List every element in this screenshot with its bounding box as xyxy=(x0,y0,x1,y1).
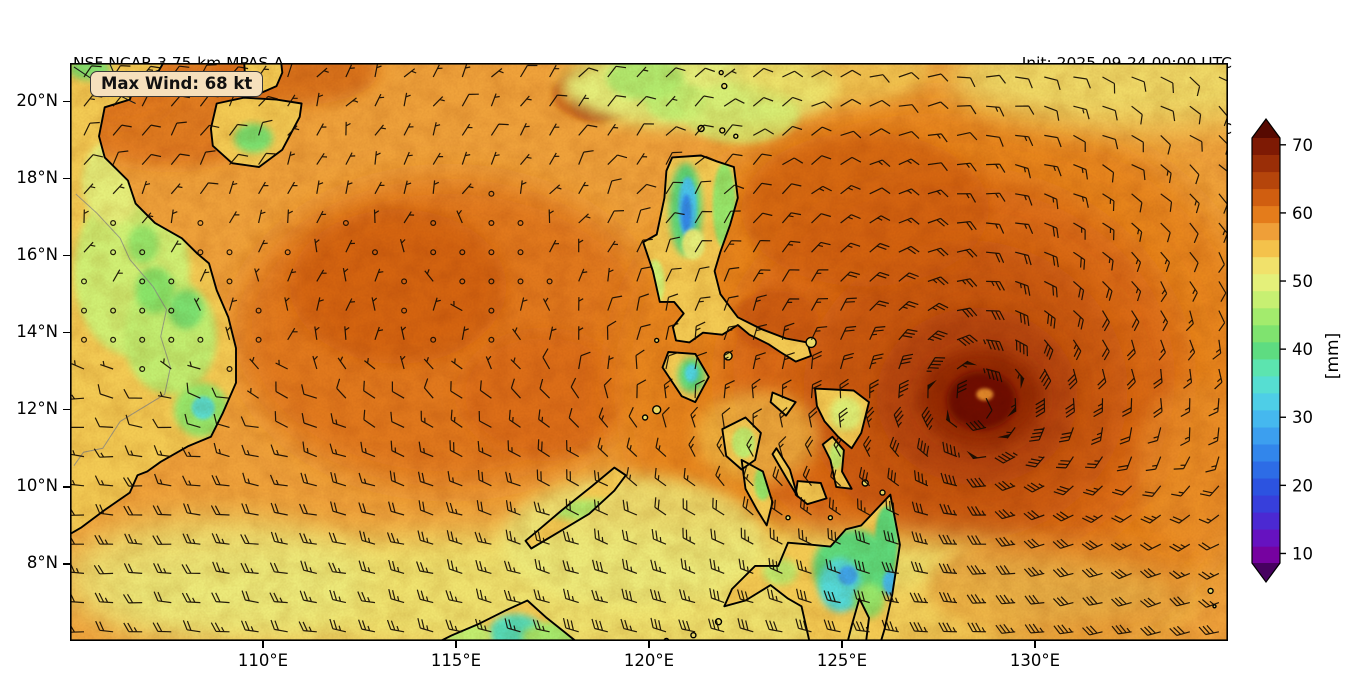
colorbar-tick-label: 20 xyxy=(1292,476,1313,495)
lon-tick-label: 110°E xyxy=(237,651,289,670)
colorbar-tick-label: 30 xyxy=(1292,408,1313,427)
lon-tick-label: 125°E xyxy=(816,651,868,670)
lon-tick-mark xyxy=(648,641,650,648)
colorbar-tick-label: 50 xyxy=(1292,272,1313,291)
colorbar-gradient xyxy=(1252,138,1280,565)
colorbar-tick-label: 40 xyxy=(1292,340,1313,359)
max-wind-badge: Max Wind: 68 kt xyxy=(90,71,264,97)
colorbar-tick-label: 10 xyxy=(1292,544,1313,563)
lat-tick-mark xyxy=(63,409,70,411)
colorbar-tick-label: 70 xyxy=(1292,136,1313,155)
colorbar-over-arrow xyxy=(1252,119,1280,138)
lon-tick-mark xyxy=(841,641,843,648)
lat-tick-mark xyxy=(63,332,70,334)
lat-tick-label: 20°N xyxy=(16,90,58,110)
map-frame xyxy=(70,63,1228,641)
lon-tick-mark xyxy=(262,641,264,648)
lon-tick-label: 115°E xyxy=(430,651,482,670)
lon-tick-label: 130°E xyxy=(1009,651,1061,670)
colorbar-outline xyxy=(1251,117,1281,584)
lat-tick-label: 14°N xyxy=(16,321,58,341)
lat-tick-mark xyxy=(63,486,70,488)
lat-tick-mark xyxy=(63,563,70,565)
map-layers xyxy=(70,63,1228,641)
lon-tick-label: 120°E xyxy=(623,651,675,670)
lat-tick-mark xyxy=(63,100,70,103)
lat-tick-label: 10°N xyxy=(16,475,58,495)
colorbar: 70 60 50 40 30 20 10 [mm] xyxy=(1251,117,1343,584)
lat-tick-label: 12°N xyxy=(16,398,58,418)
map-panel: Max Wind: 68 kt xyxy=(70,63,1228,641)
lat-tick-mark xyxy=(63,177,70,180)
lat-tick-label: 18°N xyxy=(16,167,58,187)
colorbar-under-arrow xyxy=(1252,563,1280,582)
lat-tick-label: 16°N xyxy=(16,244,58,264)
lon-tick-mark xyxy=(1034,641,1036,648)
lat-tick-label: 8°N xyxy=(26,552,58,572)
lon-tick-mark xyxy=(455,641,457,648)
tpw-wind-map xyxy=(70,63,1228,641)
colorbar-units-label: [mm] xyxy=(1323,333,1343,379)
lat-tick-mark xyxy=(63,254,70,257)
colorbar-tick-label: 60 xyxy=(1292,204,1313,223)
